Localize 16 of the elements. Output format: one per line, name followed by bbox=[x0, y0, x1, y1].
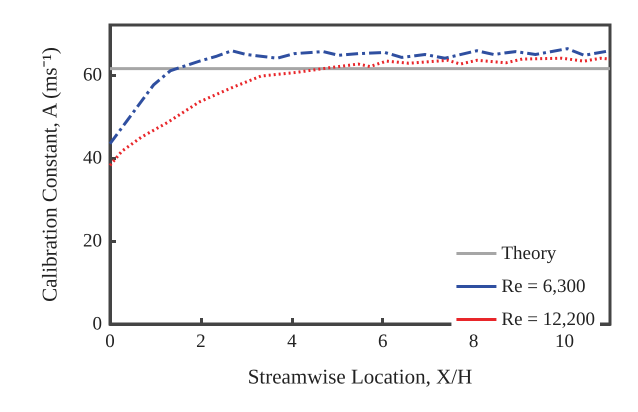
x-tick-label: 8 bbox=[468, 331, 478, 352]
legend-label: Re = 12,200 bbox=[501, 309, 596, 330]
x-tick-label: 6 bbox=[378, 331, 388, 352]
y-tick-label: 60 bbox=[83, 64, 102, 86]
y-tick-label: 40 bbox=[83, 147, 102, 168]
y-tick-label: 0 bbox=[92, 314, 102, 334]
legend-label: Theory bbox=[501, 243, 557, 264]
x-axis-title: Streamwise Location, X/H bbox=[248, 364, 472, 388]
line-series bbox=[108, 56, 612, 167]
x-tick-label: 0 bbox=[105, 331, 115, 352]
x-tick-label: 2 bbox=[196, 331, 206, 352]
y-axis-title: Calibration Constant, A (ms⁻¹) bbox=[38, 47, 62, 302]
legend-label: Re = 6,300 bbox=[501, 276, 586, 297]
x-tick-label: 10 bbox=[555, 331, 574, 352]
y-tick-label: 20 bbox=[83, 230, 102, 252]
x-tick-label: 4 bbox=[287, 331, 298, 352]
